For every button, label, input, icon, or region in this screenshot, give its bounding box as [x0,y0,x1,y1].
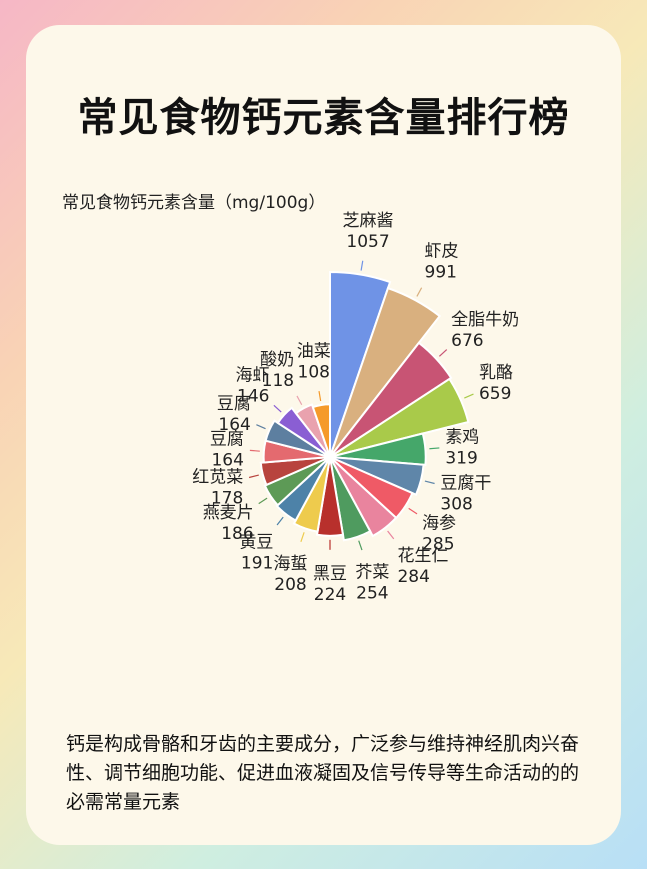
value-label: 118 [262,371,294,391]
category-label: 海蜇 [273,554,307,574]
rose-slice [264,419,331,458]
rose-slice [263,456,331,507]
category-label: 芝麻酱 [343,211,394,231]
leader-line [248,474,259,479]
category-label: 油菜 [297,342,331,362]
value-label: 186 [221,524,253,544]
leader-line [464,393,474,399]
leader-line [416,287,423,297]
category-label: 乳酪 [479,363,513,383]
category-label: 虾皮 [425,242,459,262]
category-label: 海虾 [235,366,269,386]
category-label: 豆腐 [210,430,244,450]
leader-line [387,530,395,540]
category-label: 素鸡 [445,427,479,447]
leader-line [256,424,266,430]
leader-line [318,391,322,402]
rose-slice [329,456,398,538]
leader-line [296,395,303,406]
value-label: 308 [440,494,472,514]
value-label: 178 [211,488,243,508]
value-label: 146 [237,387,269,407]
chart-subtitle: 常见食物钙元素含量（mg/100g） [62,193,326,213]
leader-line [276,516,284,526]
rose-slice [259,456,331,487]
category-label: 黄豆 [239,532,273,552]
value-label: 164 [218,415,250,435]
leader-line [360,260,364,271]
rose-slice [311,403,331,458]
value-label: 224 [314,585,346,605]
category-label: 燕麦片 [203,503,254,523]
category-label: 豆腐 [217,394,251,414]
rose-slice [275,456,331,522]
value-label: 284 [397,567,429,587]
category-label: 红苋菜 [192,467,243,487]
value-label: 254 [356,583,388,603]
leader-line [300,532,305,542]
card: 常见食物钙元素含量排行榜 常见食物钙元素含量（mg/100g） 芝麻酱 1057 虾… [26,25,621,845]
category-label: 全脂牛奶 [451,310,519,330]
rose-slice [329,341,453,458]
value-label: 208 [274,575,306,595]
category-label: 黑豆 [313,564,347,584]
rose-slice [329,377,470,458]
rose-slice [315,456,345,537]
leader-line [249,449,260,452]
leader-line [424,480,435,485]
category-label: 海参 [422,513,456,533]
rose-slice [329,456,372,542]
value-label: 285 [422,534,454,554]
value-label: 1057 [346,232,389,252]
category-label: 花生仁 [397,546,448,566]
rose-slice [294,403,331,458]
leader-line [429,447,440,450]
rose-slice [329,286,442,458]
category-label: 芥菜 [355,562,389,582]
value-label: 659 [479,384,511,404]
category-label: 酸奶 [260,350,294,370]
value-label: 676 [451,331,483,351]
leader-line [408,507,418,515]
category-label: 豆腐干 [440,473,491,493]
value-label: 108 [298,363,330,383]
value-label: 319 [445,448,477,468]
leader-line [358,540,363,551]
value-label: 164 [211,451,243,471]
leader-line [258,497,268,505]
value-label: 991 [425,263,457,283]
page-title: 常见食物钙元素含量排行榜 [77,95,570,141]
leader-line [438,349,448,357]
rose-slice [329,432,427,466]
footer-text: 钙是构成骨骼和牙齿的主要成分，广泛参与维持神经肌肉兴奋性、调节细胞功能、促进血液… [66,733,580,813]
rose-slice [276,406,331,458]
leader-line [273,404,282,413]
value-label: 191 [241,553,273,573]
